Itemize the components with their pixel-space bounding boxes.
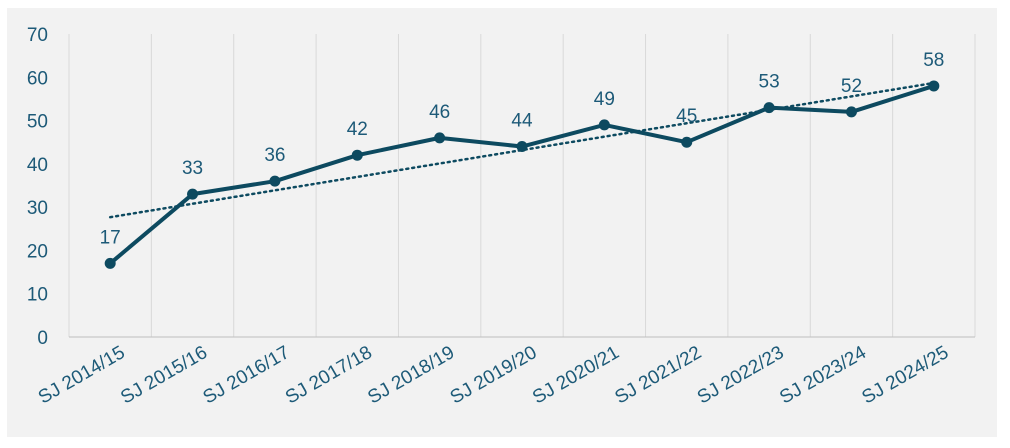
y-tick-label: 10 (27, 285, 48, 306)
data-point (104, 257, 116, 269)
data-point (187, 188, 199, 200)
x-tick-label: SJ 2020/21 (529, 342, 623, 408)
y-tick-label: 50 (27, 112, 48, 133)
y-tick-label: 70 (27, 25, 48, 46)
data-point (681, 136, 693, 148)
gridlines (68, 34, 976, 337)
x-tick-label: SJ 2024/25 (859, 342, 953, 408)
data-label: 53 (759, 72, 780, 93)
data-label: 33 (182, 158, 203, 179)
data-label: 17 (100, 227, 121, 248)
x-tick-label: SJ 2021/22 (611, 342, 705, 408)
x-tick-label: SJ 2017/18 (282, 342, 376, 408)
x-tick-label: SJ 2016/17 (200, 342, 294, 408)
series-group (104, 80, 940, 269)
data-point (763, 102, 775, 114)
data-label: 49 (594, 89, 615, 110)
y-tick-label: 60 (27, 68, 48, 89)
data-label: 45 (676, 106, 697, 127)
data-label: 42 (347, 119, 368, 140)
data-label: 52 (841, 76, 862, 97)
y-tick-label: 30 (27, 198, 48, 219)
x-tick-label: SJ 2014/15 (35, 342, 129, 408)
data-label: 36 (264, 145, 285, 166)
data-point (434, 132, 446, 144)
x-tick-label: SJ 2019/20 (447, 342, 541, 408)
data-label: 46 (429, 102, 450, 123)
x-tick-label: SJ 2018/19 (364, 342, 458, 408)
x-tick-label: SJ 2023/24 (776, 342, 870, 408)
y-tick-label: 0 (37, 328, 48, 349)
data-point (351, 149, 363, 161)
data-label: 58 (923, 50, 944, 71)
chart-panel (7, 8, 997, 437)
y-tick-label: 20 (27, 241, 48, 262)
y-tick-label: 40 (27, 155, 48, 176)
data-point (928, 80, 940, 92)
data-point (269, 175, 281, 187)
x-tick-label: SJ 2022/23 (694, 342, 788, 408)
data-point (516, 141, 528, 153)
labels-group: 17 33 36 42 46 44 49 45 53 52 58 (100, 50, 945, 248)
x-tick-label: SJ 2015/16 (117, 342, 211, 408)
data-point (845, 106, 857, 118)
data-label: 44 (511, 111, 533, 132)
data-point (598, 119, 610, 131)
